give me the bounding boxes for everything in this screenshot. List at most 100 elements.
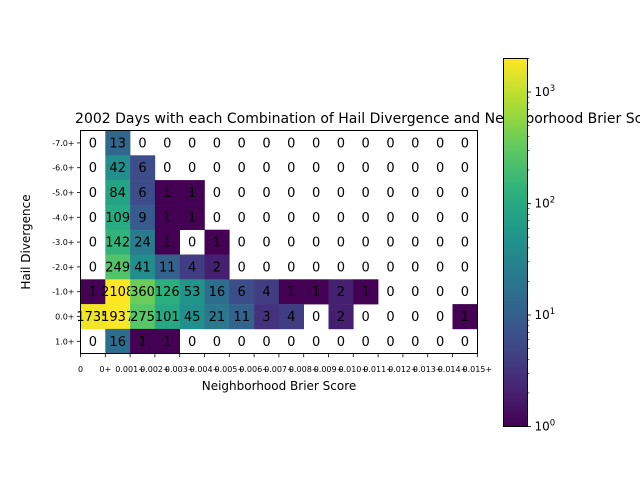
cell-value-label: 42 (109, 161, 126, 176)
heatmap-cell (105, 130, 131, 156)
cell-value-label: 6 (238, 285, 246, 300)
colorbar-tick-label: 101 (535, 307, 556, 322)
cell-value-label: 0 (213, 161, 221, 176)
cell-value-label: 0 (411, 285, 419, 300)
cell-value-label: 84 (109, 186, 126, 201)
cell-value-label: 0 (213, 186, 221, 201)
cell-value-label: 0 (138, 136, 146, 151)
cell-value-label: 2 (337, 285, 345, 300)
cell-value-label: 0 (362, 335, 370, 350)
heatmap-cell (80, 304, 106, 330)
cell-value-label: 21 (209, 310, 226, 325)
heatmap-cell (154, 279, 180, 305)
cell-value-label: 0 (436, 260, 444, 275)
cell-value-label: 0 (461, 236, 469, 251)
cell-value-label: 0 (337, 186, 345, 201)
x-tick-label: 0.002+ (140, 365, 170, 374)
heatmap-cell (105, 180, 131, 206)
cell-value-label: 0 (287, 260, 295, 275)
cell-value-label: 0 (238, 236, 246, 251)
cell-value-label: 0 (362, 260, 370, 275)
cell-value-label: 0 (411, 335, 419, 350)
cell-value-label: 53 (184, 285, 201, 300)
heatmap-cell (204, 279, 230, 305)
cell-value-label: 0 (386, 310, 394, 325)
x-tick-label: 0.014+ (438, 365, 468, 374)
cell-value-label: 0 (238, 211, 246, 226)
cell-value-label: 0 (411, 260, 419, 275)
cell-value-label: 0 (312, 136, 320, 151)
cell-value-label: 1735 (76, 310, 109, 325)
x-tick-label: 0.007+ (264, 365, 294, 374)
y-tick-label: -6.0+ (52, 164, 74, 173)
y-tick-label: -2.0+ (52, 263, 74, 272)
heatmap-cell (229, 279, 255, 305)
x-tick-label: 0.011+ (363, 365, 393, 374)
y-tick-label: -7.0+ (52, 139, 74, 148)
colorbar (503, 58, 528, 427)
y-axis-label: Hail Divergence (19, 194, 33, 289)
cell-value-label: 0 (262, 186, 270, 201)
heatmap-cell (154, 229, 180, 255)
cell-value-label: 2 (337, 310, 345, 325)
heatmap-cell (179, 279, 205, 305)
heatmap-cell (278, 304, 304, 330)
cell-value-label: 0 (188, 161, 196, 176)
heatmap-cell (254, 279, 280, 305)
cell-value-label: 0 (89, 236, 97, 251)
cell-value-label: 0 (386, 335, 394, 350)
cell-value-label: 360 (130, 285, 155, 300)
cell-value-label: 0 (287, 186, 295, 201)
colorbar-tick-label: 102 (535, 196, 556, 211)
y-tick-label: -4.0+ (52, 213, 74, 222)
cell-value-label: 6 (138, 186, 146, 201)
cell-value-label: 1 (89, 285, 97, 300)
heatmap-cell (130, 254, 156, 280)
y-tick-label: -3.0+ (52, 238, 74, 247)
cell-value-label: 2108 (101, 285, 134, 300)
cell-value-label: 0 (386, 161, 394, 176)
cell-value-label: 3 (262, 310, 270, 325)
cell-value-label: 0 (461, 136, 469, 151)
cell-value-label: 0 (312, 335, 320, 350)
cell-value-label: 16 (109, 335, 126, 350)
cell-value-label: 0 (188, 335, 196, 350)
cell-value-label: 1 (163, 186, 171, 201)
heatmap-cell (130, 229, 156, 255)
cell-value-label: 1 (188, 186, 196, 201)
heatmap-cell (278, 279, 304, 305)
cell-value-label: 0 (312, 211, 320, 226)
cell-value-label: 0 (461, 260, 469, 275)
cell-value-label: 0 (461, 211, 469, 226)
cell-value-label: 0 (411, 211, 419, 226)
cell-value-label: 11 (159, 260, 176, 275)
cell-value-label: 101 (155, 310, 180, 325)
heatmap-cell (204, 229, 230, 255)
cell-value-label: 0 (262, 211, 270, 226)
chart-title: 2002 Days with each Combination of Hail … (75, 111, 640, 127)
heatmap-cell (154, 254, 180, 280)
cell-value-label: 0 (163, 136, 171, 151)
cell-value-label: 45 (184, 310, 201, 325)
colorbar-tick-label: 100 (535, 419, 556, 434)
heatmap-cell (179, 204, 205, 230)
cell-value-label: 0 (411, 161, 419, 176)
cell-value-label: 13 (109, 136, 126, 151)
cell-value-label: 0 (362, 161, 370, 176)
cell-value-label: 0 (213, 211, 221, 226)
heatmap-cell (328, 304, 354, 330)
cell-value-label: 0 (262, 161, 270, 176)
cell-value-label: 0 (436, 310, 444, 325)
cell-value-label: 4 (287, 310, 295, 325)
cell-value-label: 0 (337, 211, 345, 226)
cell-value-label: 1 (163, 335, 171, 350)
heatmap-cell (130, 328, 156, 354)
cell-value-label: 0 (89, 161, 97, 176)
cell-value-label: 0 (386, 136, 394, 151)
cell-value-label: 1 (312, 285, 320, 300)
cell-value-label: 0 (337, 236, 345, 251)
cell-value-label: 0 (436, 285, 444, 300)
cell-value-label: 275 (130, 310, 155, 325)
cell-value-label: 16 (209, 285, 226, 300)
